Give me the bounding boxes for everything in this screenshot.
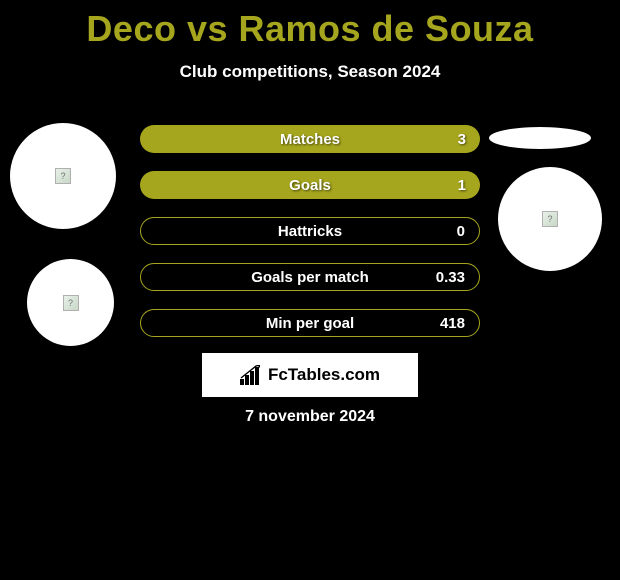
stat-label: Matches — [280, 131, 340, 148]
player-avatar-left-top — [10, 123, 116, 229]
stat-row-matches: Matches 3 — [140, 125, 480, 153]
broken-image-icon — [542, 211, 558, 227]
stat-row-mpg: Min per goal 418 — [140, 309, 480, 337]
branding-text: FcTables.com — [268, 365, 380, 385]
stat-label: Min per goal — [266, 315, 354, 332]
footer-date: 7 november 2024 — [0, 408, 620, 426]
stat-value: 418 — [440, 315, 465, 332]
decorative-ellipse — [489, 127, 591, 149]
fctables-icon — [240, 365, 262, 385]
stat-value: 1 — [458, 177, 466, 194]
stat-value: 0 — [457, 223, 465, 240]
page-subtitle: Club competitions, Season 2024 — [0, 62, 620, 82]
stat-value: 0.33 — [436, 269, 465, 286]
stat-row-goals: Goals 1 — [140, 171, 480, 199]
player-avatar-left-bottom — [27, 259, 114, 346]
broken-image-icon — [63, 295, 79, 311]
stat-row-hattricks: Hattricks 0 — [140, 217, 480, 245]
page-title: Deco vs Ramos de Souza — [0, 0, 620, 50]
stat-label: Goals — [289, 177, 331, 194]
stat-value: 3 — [458, 131, 466, 148]
stat-label: Goals per match — [251, 269, 369, 286]
stat-label: Hattricks — [278, 223, 342, 240]
branding-box[interactable]: FcTables.com — [202, 353, 418, 397]
broken-image-icon — [55, 168, 71, 184]
stats-container: Matches 3 Goals 1 Hattricks 0 Goals per … — [140, 125, 480, 355]
stat-row-gpm: Goals per match 0.33 — [140, 263, 480, 291]
player-avatar-right — [498, 167, 602, 271]
